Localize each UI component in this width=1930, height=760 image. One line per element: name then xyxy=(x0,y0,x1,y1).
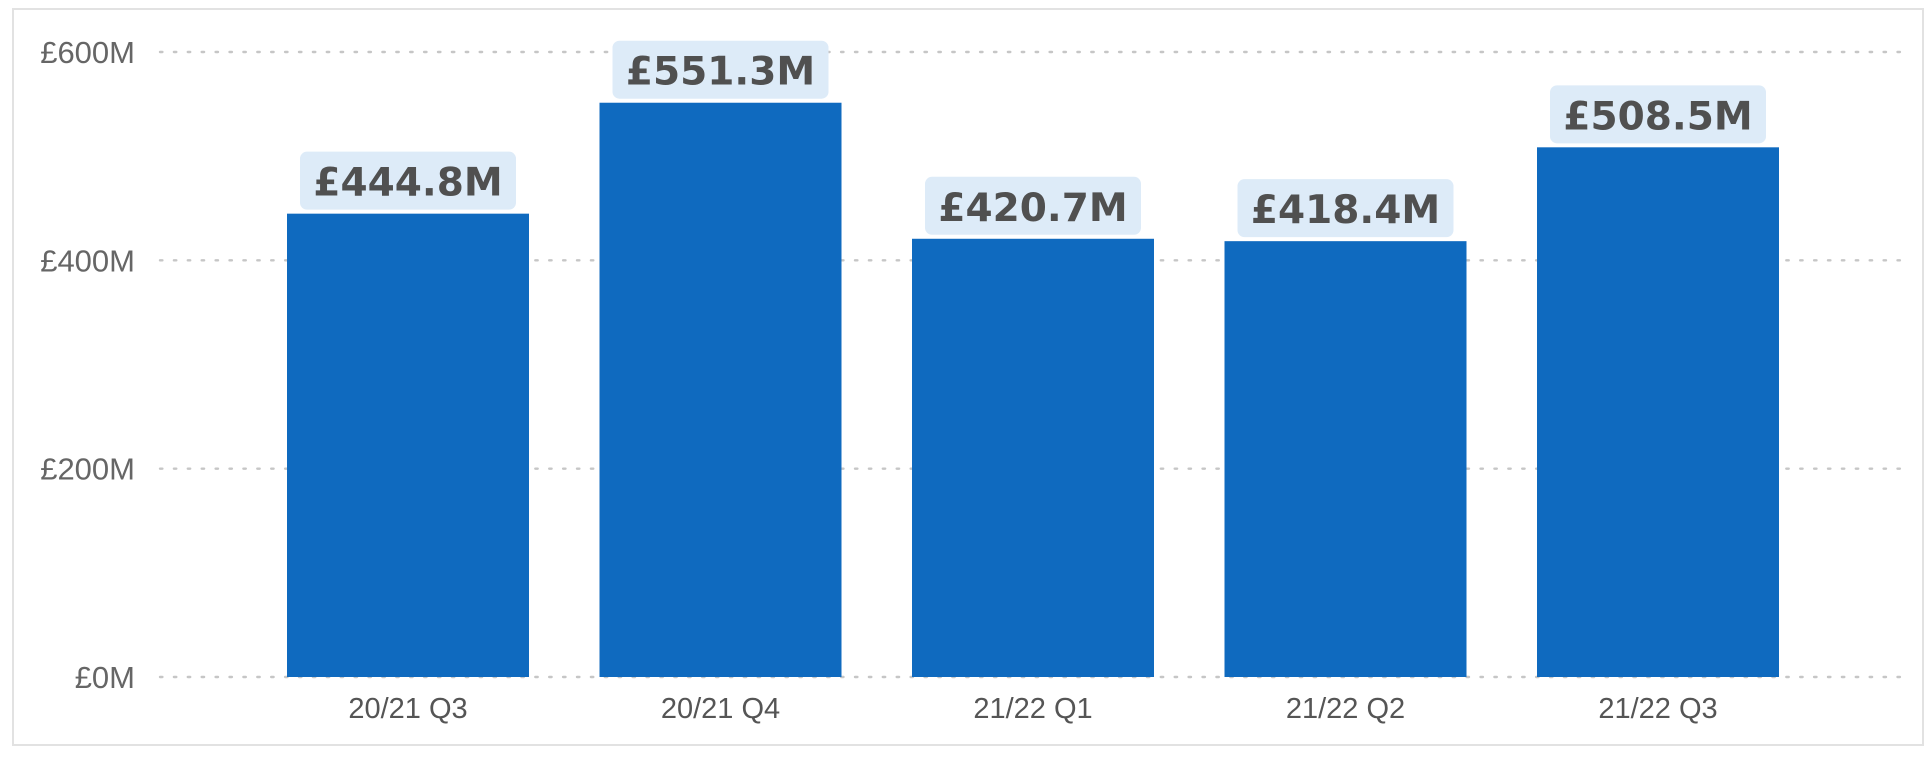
data-label-background xyxy=(612,40,829,99)
y-tick-label: £600M xyxy=(40,35,135,70)
bar xyxy=(912,238,1154,678)
bar xyxy=(1537,147,1779,677)
x-tick-label: 21/22 Q2 xyxy=(1286,693,1405,725)
data-label-background xyxy=(1550,85,1766,144)
data-label: £420.7M xyxy=(938,186,1127,231)
x-axis-ticks: 20/21 Q3 20/21 Q4 21/22 Q1 21/22 Q2 21/22 Q3 xyxy=(348,693,1717,725)
data-label: £508.5M xyxy=(1563,94,1752,139)
x-tick-label: 21/22 Q3 xyxy=(1598,693,1717,725)
bar xyxy=(287,213,529,677)
data-label: £418.4M xyxy=(1251,188,1440,233)
bar xyxy=(599,102,842,677)
y-axis-ticks: £0M £200M £400M £600M xyxy=(40,35,135,695)
y-tick-label: £200M xyxy=(40,452,135,487)
data-label-background xyxy=(300,151,516,210)
data-label: £551.3M xyxy=(626,50,815,95)
data-label-background xyxy=(925,176,1141,235)
x-tick-label: 20/21 Q3 xyxy=(348,693,467,725)
data-labels: £444.8M £551.3M £420.7M £418.4M £508.5M xyxy=(300,40,1766,238)
bars xyxy=(287,102,1779,678)
x-tick-label: 20/21 Q4 xyxy=(661,693,780,725)
y-tick-label: £400M xyxy=(40,243,135,278)
bar xyxy=(1224,241,1467,677)
data-label: £444.8M xyxy=(313,161,502,206)
data-label-background xyxy=(1237,179,1454,238)
y-tick-label: £0M xyxy=(75,660,135,695)
x-tick-label: 21/22 Q1 xyxy=(973,693,1092,725)
